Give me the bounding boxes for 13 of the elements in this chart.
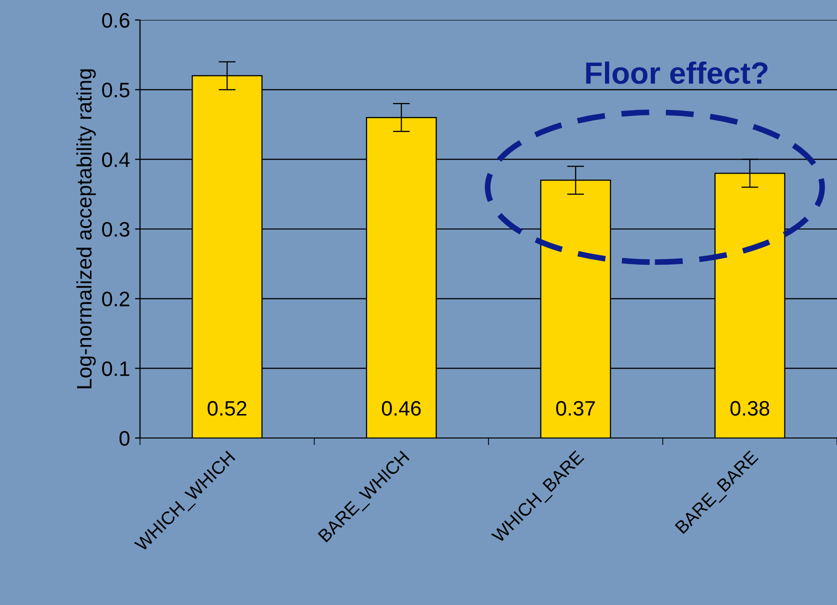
y-tick-label: 0.1 [102,361,130,376]
y-tick-label: 0.6 [102,13,130,28]
y-tick-label: 0.4 [102,152,130,168]
y-axis-title: Log-normalized acceptability rating [76,69,96,388]
y-tick-label: 0.2 [102,292,130,306]
data-label: 0.46 [382,400,421,416]
y-tick-label: 0 [120,431,130,446]
y-tick-label: 0.3 [102,222,130,237]
data-label: 0.52 [208,400,246,416]
data-label: 0.38 [730,400,770,416]
annotation: Floor effect? [586,61,768,84]
y-tick-label: 0.5 [102,82,130,98]
data-label: 0.37 [556,400,595,416]
